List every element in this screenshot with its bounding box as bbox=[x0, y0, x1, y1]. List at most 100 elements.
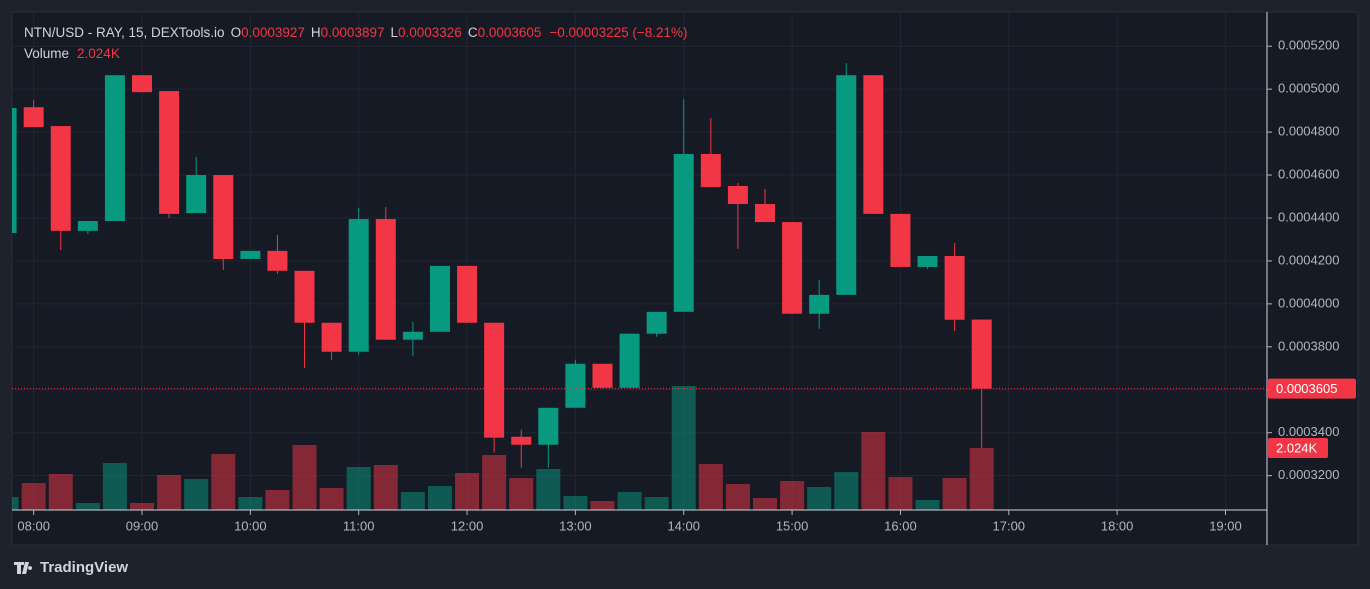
volume-bar bbox=[130, 502, 155, 510]
volume-bar bbox=[12, 497, 19, 510]
low-value: 0.0003326 bbox=[398, 25, 462, 40]
candle-body bbox=[538, 407, 559, 445]
candle-body bbox=[186, 175, 207, 214]
candle-body bbox=[23, 107, 44, 128]
x-tick-label: 12:00 bbox=[451, 518, 484, 533]
y-tick-label: 0.0003800 bbox=[1278, 338, 1339, 353]
volume-bar bbox=[698, 463, 723, 510]
volume-bar bbox=[834, 472, 859, 510]
volume-box bbox=[1268, 438, 1328, 458]
volume-bar bbox=[346, 466, 371, 510]
volume-bar bbox=[590, 500, 615, 510]
volume-bar bbox=[319, 488, 344, 510]
candle-body bbox=[429, 265, 450, 332]
candle-body bbox=[971, 319, 992, 389]
volume-bar bbox=[725, 483, 750, 510]
y-tick-label: 0.0003400 bbox=[1278, 424, 1339, 439]
candle-body bbox=[565, 363, 586, 408]
candle-body bbox=[592, 363, 613, 388]
candle-body bbox=[12, 108, 17, 234]
x-tick-label: 15:00 bbox=[776, 518, 809, 533]
y-tick-label: 0.0004400 bbox=[1278, 209, 1339, 224]
candle-body bbox=[348, 219, 369, 352]
candle-body bbox=[267, 250, 288, 271]
candle-body bbox=[511, 436, 532, 445]
volume-value-label: 2.024K bbox=[1276, 440, 1318, 455]
close-label: C bbox=[468, 25, 478, 40]
candle-body bbox=[457, 265, 478, 323]
x-tick-label: 18:00 bbox=[1101, 518, 1134, 533]
candle-body bbox=[863, 75, 884, 214]
candle-body bbox=[77, 220, 98, 231]
volume-bar bbox=[644, 497, 669, 510]
y-tick-label: 0.0004800 bbox=[1278, 124, 1339, 139]
y-tick-label: 0.0004600 bbox=[1278, 166, 1339, 181]
close-value: 0.0003605 bbox=[478, 25, 542, 40]
volume-bar bbox=[265, 489, 290, 510]
y-tick-label: 0.0004000 bbox=[1278, 295, 1339, 310]
volume-bar bbox=[292, 444, 317, 510]
low-label: L bbox=[390, 25, 398, 40]
candle-body bbox=[836, 75, 857, 295]
x-tick-label: 08:00 bbox=[17, 518, 50, 533]
brand: TradingView bbox=[40, 559, 128, 576]
volume-bar bbox=[373, 465, 398, 510]
last-price-box bbox=[1268, 378, 1356, 399]
volume-bar bbox=[942, 477, 967, 510]
y-tick-label: 0.0005000 bbox=[1278, 81, 1339, 96]
candle-body bbox=[917, 255, 938, 267]
volume-bar bbox=[21, 483, 46, 510]
candle-body bbox=[294, 270, 315, 323]
volume-bar bbox=[888, 477, 913, 510]
candle-body bbox=[484, 322, 505, 438]
candle-body bbox=[104, 75, 125, 221]
volume-bar bbox=[509, 477, 534, 510]
volume-value: 2.024K bbox=[77, 46, 120, 61]
volume-bar bbox=[671, 386, 696, 510]
candle-body bbox=[159, 91, 180, 214]
candle-body bbox=[890, 213, 911, 267]
candle-body bbox=[213, 175, 234, 259]
x-tick-label: 09:00 bbox=[126, 518, 159, 533]
candle-body bbox=[619, 333, 640, 388]
candle-body bbox=[944, 255, 965, 320]
open-label: O bbox=[231, 25, 242, 40]
volume-bar bbox=[211, 454, 236, 510]
chart-title: NTN/USD - RAY, 15, DEXTools.io bbox=[24, 25, 225, 40]
volume-bar bbox=[482, 454, 507, 510]
volume-bar bbox=[75, 502, 100, 510]
x-tick-label: 13:00 bbox=[559, 518, 592, 533]
volume-bar bbox=[48, 474, 73, 510]
volume-bar bbox=[861, 432, 886, 510]
volume-bar bbox=[157, 474, 182, 510]
candle-body bbox=[755, 204, 775, 223]
high-label: H bbox=[311, 25, 321, 40]
volume-bar bbox=[536, 469, 561, 510]
candle-body bbox=[782, 222, 803, 314]
x-tick-label: 19:00 bbox=[1209, 518, 1242, 533]
volume-bar bbox=[455, 472, 480, 510]
x-tick-label: 16:00 bbox=[884, 518, 917, 533]
volume-header: Volume 2.024K bbox=[24, 46, 120, 61]
volume-bar bbox=[915, 500, 940, 510]
volume-bar bbox=[563, 496, 588, 510]
plot-area bbox=[12, 63, 994, 510]
candle-body bbox=[402, 331, 423, 340]
y-tick-label: 0.0005200 bbox=[1278, 38, 1339, 53]
x-tick-label: 10:00 bbox=[234, 518, 267, 533]
volume-bar bbox=[780, 480, 805, 510]
header: NTN/USD - RAY, 15, DEXTools.io O0.0003927… bbox=[24, 25, 688, 40]
candle-body bbox=[50, 126, 71, 231]
volume-bar bbox=[753, 497, 777, 510]
volume-bar bbox=[400, 491, 425, 510]
candle-body bbox=[321, 322, 342, 352]
volume-bar bbox=[427, 486, 452, 510]
volume-bar bbox=[184, 479, 209, 510]
candle-body bbox=[240, 250, 261, 259]
brand-logo bbox=[14, 562, 33, 574]
x-tick-label: 11:00 bbox=[343, 518, 375, 533]
high-value: 0.0003897 bbox=[321, 25, 385, 40]
volume-label: Volume bbox=[24, 46, 69, 61]
